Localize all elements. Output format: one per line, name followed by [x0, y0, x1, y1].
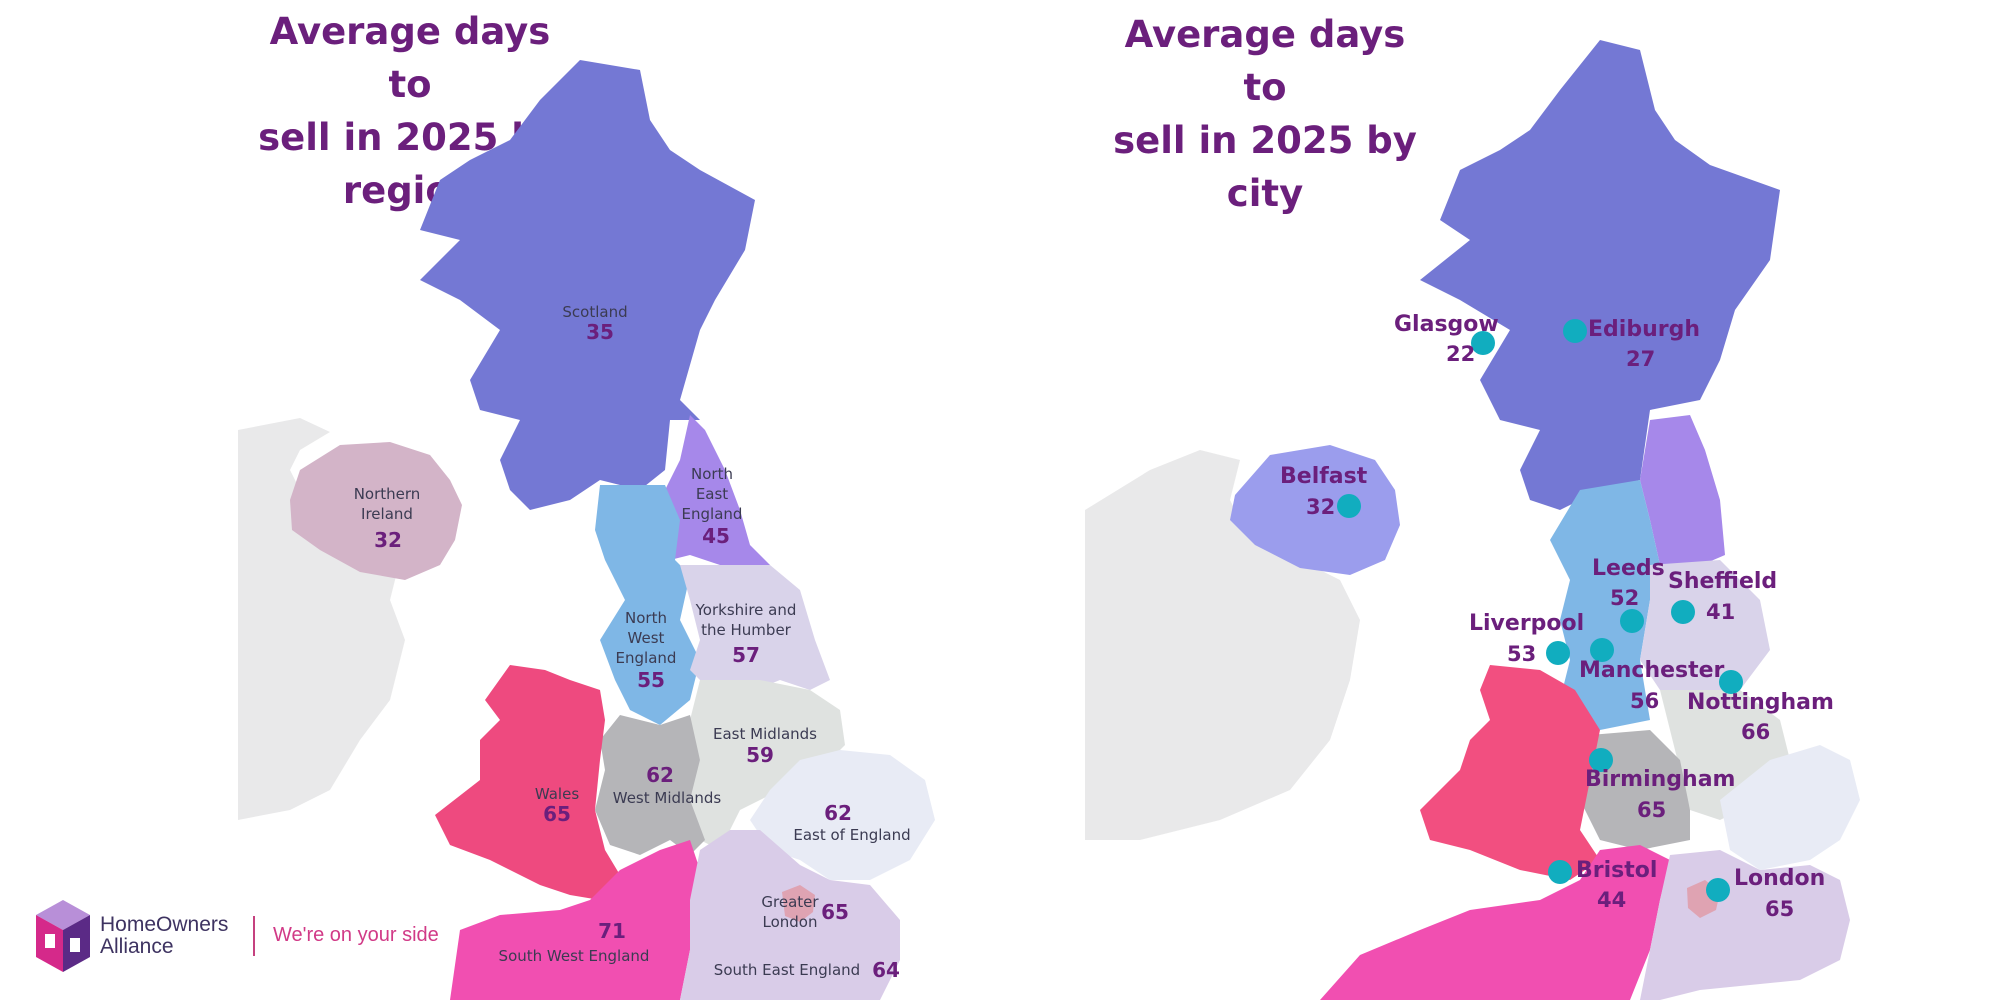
region-label: West — [628, 629, 665, 647]
region-value: 62 — [824, 801, 852, 825]
ireland-shape — [238, 418, 405, 820]
sheffield-marker-dot — [1671, 600, 1695, 624]
region-label: Ireland — [361, 505, 413, 523]
region-label: England — [682, 505, 743, 523]
region-label: Scotland — [562, 303, 627, 321]
region-label: North — [691, 465, 733, 483]
city-value: 27 — [1626, 347, 1655, 371]
brand-tagline: We're on your side — [273, 924, 439, 946]
region-label: Northern — [354, 485, 421, 503]
region-label: West Midlands — [613, 789, 722, 807]
title-line: city — [1226, 172, 1304, 215]
scotland-shape — [1420, 40, 1780, 510]
belfast-area-shape — [1230, 445, 1400, 575]
city-value: 53 — [1507, 642, 1536, 666]
region-east-midlands — [690, 680, 845, 850]
brand-divider — [253, 916, 255, 956]
birmingham-marker-dot — [1589, 748, 1613, 772]
region-northern-ireland — [290, 442, 462, 580]
region-label: East Midlands — [713, 725, 817, 743]
region-value: 71 — [598, 919, 626, 943]
south-west-shape — [1320, 845, 1670, 1000]
city-label: London — [1734, 866, 1825, 891]
region-value: 45 — [702, 524, 730, 548]
wales-shape — [1420, 665, 1600, 880]
edinburgh-marker-dot — [1563, 319, 1587, 343]
title-line: Average days to — [1124, 13, 1406, 109]
region-wales — [435, 665, 620, 900]
glasgow-marker-dot — [1471, 331, 1495, 355]
city-label: Sheffield — [1668, 569, 1777, 594]
liverpool-marker-dot — [1546, 641, 1570, 665]
north-west-shape — [1550, 480, 1660, 730]
region-value: 35 — [586, 320, 614, 344]
city-label: Manchester — [1579, 658, 1725, 683]
city-label: Ediburgh — [1588, 317, 1700, 342]
region-value: 59 — [746, 743, 774, 767]
city-label: Belfast — [1280, 464, 1368, 489]
region-value: 55 — [637, 668, 665, 692]
region-value: 65 — [543, 802, 571, 826]
region-label: East — [696, 485, 728, 503]
city-map: Glasgow 22 Ediburgh 27 Belfast 32 Leeds … — [1085, 40, 1860, 1000]
region-north-west — [595, 485, 700, 725]
city-label: Glasgow — [1394, 312, 1499, 337]
city-value: 32 — [1306, 495, 1335, 519]
city-label: Liverpool — [1469, 611, 1584, 636]
brand-name: HomeOwners Alliance — [100, 914, 240, 958]
city-value: 66 — [1741, 720, 1770, 744]
city-value: 22 — [1446, 342, 1475, 366]
region-label: South West England — [499, 947, 650, 965]
region-west-midlands — [595, 715, 705, 855]
region-label: East of England — [793, 826, 910, 844]
region-label: Wales — [535, 785, 579, 803]
region-label: South East England — [714, 961, 860, 979]
region-value: 32 — [374, 528, 402, 552]
yorkshire-shape — [1640, 560, 1770, 700]
east-of-england-shape — [1720, 745, 1860, 870]
manchester-marker-dot — [1590, 638, 1614, 662]
north-east-shape — [1640, 415, 1725, 570]
city-value: 52 — [1610, 586, 1639, 610]
brand-name-line: Alliance — [100, 935, 174, 958]
region-east-of-england — [750, 750, 935, 880]
region-value: 64 — [872, 958, 900, 982]
brand-name-line: HomeOwners — [100, 913, 229, 936]
nottingham-marker-dot — [1719, 670, 1743, 694]
ireland-shape — [1085, 450, 1360, 840]
city-value: 41 — [1706, 600, 1735, 624]
region-label: North — [625, 609, 667, 627]
city-value: 56 — [1630, 689, 1659, 713]
bristol-marker-dot — [1548, 860, 1572, 884]
city-value: 44 — [1597, 888, 1626, 912]
region-label: Yorkshire and — [695, 601, 797, 619]
region-value: 62 — [646, 763, 674, 787]
region-north-east — [665, 415, 770, 565]
title-line: Average days to — [269, 10, 551, 106]
region-map: Scotland 35 Northern Ireland 32 North Ea… — [238, 60, 935, 1000]
region-label: the Humber — [701, 621, 792, 639]
region-south-west — [450, 840, 700, 1000]
belfast-marker-dot — [1337, 494, 1361, 518]
city-value: 65 — [1637, 798, 1666, 822]
region-greater-london — [782, 885, 815, 922]
city-label: Bristol — [1576, 858, 1657, 883]
title-line: sell in 2025 by — [1113, 119, 1417, 162]
region-scotland — [420, 60, 755, 510]
region-label: England — [616, 649, 677, 667]
city-label: Birmingham — [1585, 767, 1735, 792]
city-label: Leeds — [1592, 556, 1665, 581]
region-label: Greater — [761, 893, 819, 911]
homeowners-alliance-logo-icon — [36, 900, 90, 972]
right-map-title: Average days to sell in 2025 by city — [1100, 8, 1430, 220]
city-label: Nottingham — [1687, 690, 1834, 715]
city-value: 65 — [1765, 897, 1794, 921]
london-marker-dot — [1706, 878, 1730, 902]
region-value: 65 — [821, 900, 849, 924]
leeds-marker-dot — [1620, 609, 1644, 633]
region-label: London — [763, 913, 818, 931]
region-yorkshire — [680, 565, 830, 690]
region-value: 57 — [732, 643, 760, 667]
